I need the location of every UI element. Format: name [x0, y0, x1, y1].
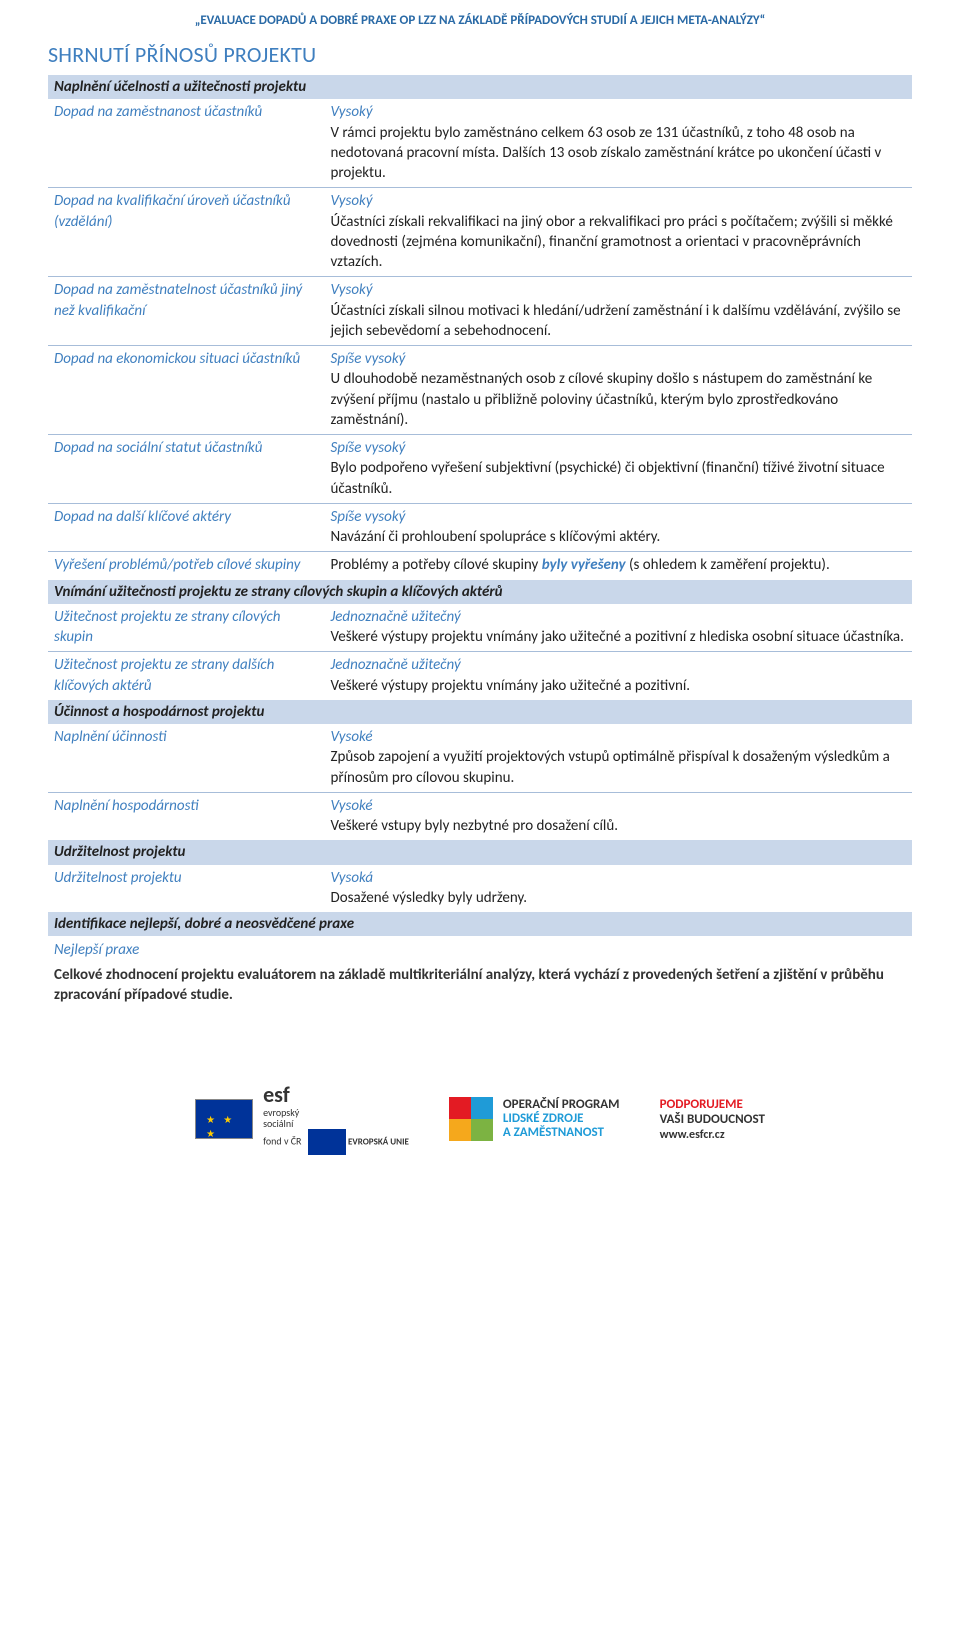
description: Dosažené výsledky byly udrženy. — [330, 889, 527, 907]
page-title: SHRNUTÍ PŘÍNOSŮ PROJEKTU — [48, 40, 912, 70]
row-label: Užitečnost projektu ze strany cílových s… — [48, 604, 324, 652]
rating: Vysoký — [330, 191, 906, 211]
esf-eu: EVROPSKÁ UNIE — [348, 1137, 409, 1148]
section-bar-sustainability: Udržitelnost projektu — [48, 840, 912, 864]
description: Veškeré vstupy byly nezbytné pro dosažen… — [330, 817, 618, 835]
support-text: PODPORUJEME VAŠI BUDOUCNOST www.esfcr.cz — [660, 1097, 765, 1143]
section-bar-practice: Identifikace nejlepší, dobré a neosvědče… — [48, 912, 912, 936]
best-practice-label: Nejlepší praxe — [48, 936, 912, 962]
table-row: Dopad na sociální statut účastníků Spíše… — [48, 435, 912, 504]
row-value: Spíše vysoký Bylo podpořeno vyřešení sub… — [324, 435, 912, 504]
table-row: Naplnění hospodárnosti Vysoké Veškeré vs… — [48, 792, 912, 840]
esf-line2: sociální — [263, 1117, 293, 1130]
row-label: Dopad na zaměstnatelnost účastníků jiný … — [48, 277, 324, 346]
section-bar-usefulness: Vnímání užitečnosti projektu ze strany c… — [48, 580, 912, 604]
support-line1: PODPORUJEME — [660, 1097, 765, 1113]
row-label: Vyřešení problémů/potřeb cílové skupiny — [48, 552, 324, 580]
op-text: OPERAČNÍ PROGRAM LIDSKÉ ZDROJE A ZAMĚSTN… — [503, 1098, 620, 1141]
doc-header: „EVALUACE DOPADŮ A DOBRÉ PRAXE OP LZZ NA… — [48, 12, 912, 30]
row-label: Dopad na další klíčové aktéry — [48, 503, 324, 552]
description: Bylo podpořeno vyřešení subjektivní (psy… — [330, 459, 884, 497]
rating: Vysoký — [330, 280, 906, 300]
row-value: Vysoký Účastníci získali silnou motivaci… — [324, 277, 912, 346]
desc-post: (s ohledem k zaměření projektu). — [626, 556, 830, 574]
support-url: www.esfcr.cz — [660, 1128, 765, 1142]
table-row: Vyřešení problémů/potřeb cílové skupiny … — [48, 552, 912, 580]
description: Veškeré výstupy projektu vnímány jako už… — [330, 628, 903, 646]
rating: Jednoznačně užitečný — [330, 655, 906, 675]
row-label: Dopad na kvalifikační úroveň účastníků (… — [48, 188, 324, 277]
row-label: Dopad na zaměstnanost účastníků — [48, 99, 324, 188]
row-value: Jednoznačně užitečný Veškeré výstupy pro… — [324, 652, 912, 700]
eu-small-flag-icon — [308, 1129, 346, 1155]
rating: Jednoznačně užitečný — [330, 607, 906, 627]
table-usefulness: Užitečnost projektu ze strany cílových s… — [48, 604, 912, 700]
row-label: Naplnění hospodárnosti — [48, 792, 324, 840]
row-value: Problémy a potřeby cílové skupiny byly v… — [324, 552, 912, 580]
table-row: Naplnění účinnosti Vysoké Způsob zapojen… — [48, 724, 912, 792]
desc-emphasis: byly vyřešeny — [542, 556, 626, 574]
op-line3: A ZAMĚSTNANOST — [503, 1126, 620, 1140]
row-label: Dopad na sociální statut účastníků — [48, 435, 324, 504]
closing-text: Celkové zhodnocení projektu evaluátorem … — [48, 963, 912, 1014]
esf-text: esf evropský sociální fond v ČR EVROPSKÁ… — [263, 1083, 409, 1155]
section-bar-efficiency: Účinnost a hospodárnost projektu — [48, 700, 912, 724]
row-label: Udržitelnost projektu — [48, 865, 324, 913]
table-row: Udržitelnost projektu Vysoká Dosažené vý… — [48, 865, 912, 913]
row-value: Vysoké Veškeré vstupy byly nezbytné pro … — [324, 792, 912, 840]
description: Účastníci získali rekvalifikaci na jiný … — [330, 213, 892, 272]
desc-pre: Problémy a potřeby cílové skupiny — [330, 556, 541, 574]
row-value: Vysoký Účastníci získali rekvalifikaci n… — [324, 188, 912, 277]
table-row: Užitečnost projektu ze strany cílových s… — [48, 604, 912, 652]
row-value: Jednoznačně užitečný Veškeré výstupy pro… — [324, 604, 912, 652]
description: U dlouhodobě nezaměstnaných osob z cílov… — [330, 370, 872, 429]
row-value: Vysoký V rámci projektu bylo zaměstnáno … — [324, 99, 912, 188]
row-value: Spíše vysoký U dlouhodobě nezaměstnaných… — [324, 346, 912, 435]
table-purpose: Dopad na zaměstnanost účastníků Vysoký V… — [48, 99, 912, 579]
row-label: Užitečnost projektu ze strany dalších kl… — [48, 652, 324, 700]
description: Veškeré výstupy projektu vnímány jako už… — [330, 677, 690, 695]
row-value: Spíše vysoký Navázání či prohloubení spo… — [324, 503, 912, 552]
row-value: Vysoká Dosažené výsledky byly udrženy. — [324, 865, 912, 913]
op-logo: OPERAČNÍ PROGRAM LIDSKÉ ZDROJE A ZAMĚSTN… — [449, 1097, 620, 1141]
rating: Spíše vysoký — [330, 349, 906, 369]
eu-flag-icon — [195, 1099, 253, 1139]
table-row: Dopad na další klíčové aktéry Spíše vyso… — [48, 503, 912, 552]
row-label: Dopad na ekonomickou situaci účastníků — [48, 346, 324, 435]
rating: Spíše vysoký — [330, 507, 906, 527]
support-line2: VAŠI BUDOUCNOST — [660, 1112, 765, 1128]
rating: Vysoké — [330, 727, 906, 747]
row-label: Naplnění účinnosti — [48, 724, 324, 792]
description: Navázání či prohloubení spolupráce s klí… — [330, 528, 660, 546]
table-row: Užitečnost projektu ze strany dalších kl… — [48, 652, 912, 700]
description: Problémy a potřeby cílové skupiny byly v… — [330, 556, 829, 574]
table-row: Dopad na zaměstnanost účastníků Vysoký V… — [48, 99, 912, 188]
description: Způsob zapojení a využití projektových v… — [330, 748, 889, 786]
table-row: Dopad na kvalifikační úroveň účastníků (… — [48, 188, 912, 277]
rating: Spíše vysoký — [330, 438, 906, 458]
description: V rámci projektu bylo zaměstnáno celkem … — [330, 124, 881, 183]
esf-line3: fond v ČR — [263, 1135, 301, 1148]
rating: Vysoké — [330, 796, 906, 816]
esf-logo: esf evropský sociální fond v ČR EVROPSKÁ… — [195, 1083, 409, 1155]
footer-logos: esf evropský sociální fond v ČR EVROPSKÁ… — [48, 1083, 912, 1155]
rating: Vysoký — [330, 102, 906, 122]
table-sustainability: Udržitelnost projektu Vysoká Dosažené vý… — [48, 865, 912, 913]
section-bar-purpose: Naplnění účelnosti a užitečnosti projekt… — [48, 75, 912, 99]
description: Účastníci získali silnou motivaci k hled… — [330, 302, 900, 340]
table-row: Dopad na zaměstnatelnost účastníků jiný … — [48, 277, 912, 346]
puzzle-icon — [449, 1097, 493, 1141]
table-efficiency: Naplnění účinnosti Vysoké Způsob zapojen… — [48, 724, 912, 840]
esf-big: esf — [263, 1083, 409, 1107]
rating: Vysoká — [330, 868, 906, 888]
row-value: Vysoké Způsob zapojení a využití projekt… — [324, 724, 912, 792]
table-row: Dopad na ekonomickou situaci účastníků S… — [48, 346, 912, 435]
